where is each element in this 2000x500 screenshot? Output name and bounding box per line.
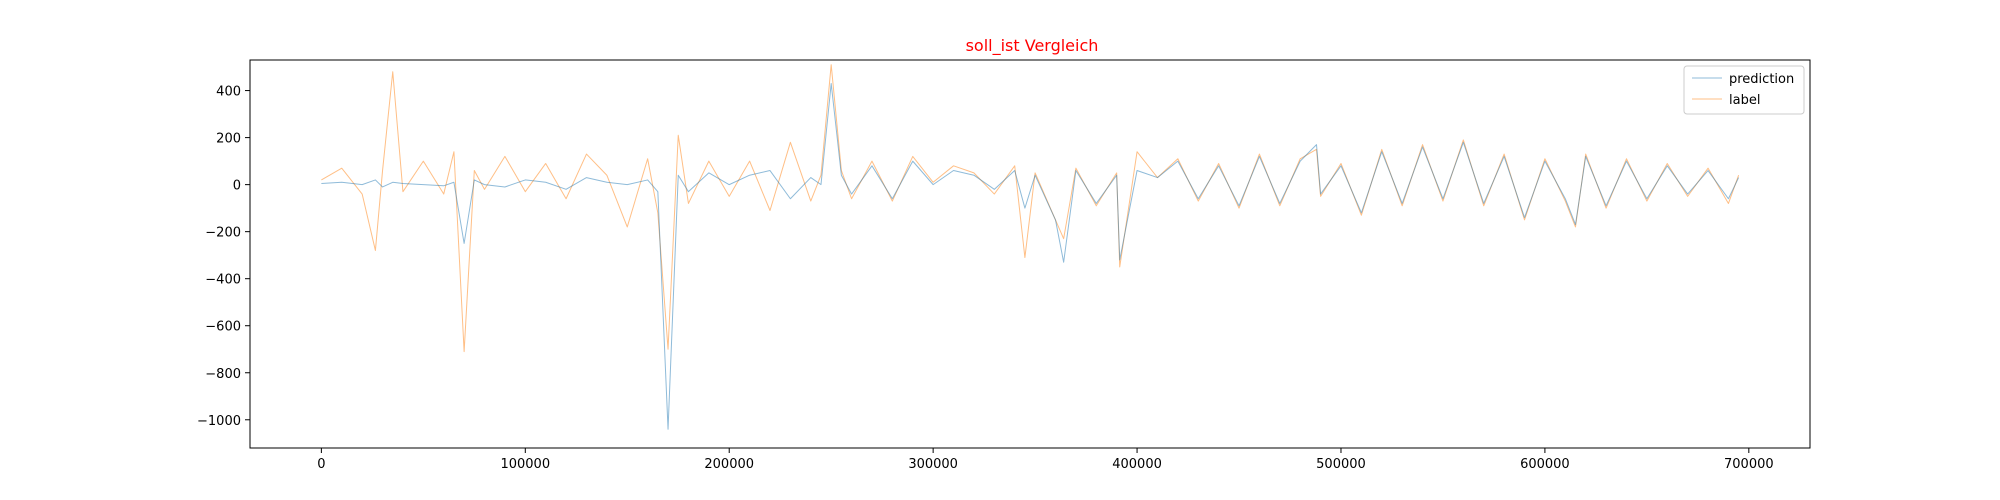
y-tick-label: −200: [205, 226, 241, 241]
series-line-prediction: [321, 83, 1740, 430]
legend-label-label: label: [1729, 93, 1760, 108]
y-tick-label: −800: [205, 367, 241, 382]
x-tick-label: 100000: [500, 457, 550, 472]
x-tick-label: 0: [317, 457, 325, 472]
y-axis: 400 200 0 −200 −400 −600 −800 −1000: [197, 85, 250, 429]
plot-area: [249, 59, 1811, 449]
legend: prediction label: [1683, 65, 1805, 115]
series-line-label: [321, 64, 1740, 353]
y-tick-label: −400: [205, 273, 241, 288]
y-tick-label: 200: [216, 132, 241, 147]
y-tick-label: 400: [216, 85, 241, 100]
legend-label-prediction: prediction: [1729, 72, 1794, 87]
x-axis: 0 100000 200000 300000 400000 500000 600000 700…: [317, 448, 1774, 472]
x-tick-label: 700000: [1724, 457, 1774, 472]
y-tick-label: 0: [233, 179, 241, 194]
x-tick-label: 500000: [1316, 457, 1366, 472]
y-tick-label: −600: [205, 320, 241, 335]
y-tick-label: −1000: [197, 414, 241, 429]
x-tick-label: 200000: [704, 457, 754, 472]
chart-title: soll_ist Vergleich: [966, 36, 1099, 56]
x-tick-label: 600000: [1520, 457, 1570, 472]
x-tick-label: 300000: [908, 457, 958, 472]
x-tick-label: 400000: [1112, 457, 1162, 472]
plot-lines: [321, 64, 1740, 430]
